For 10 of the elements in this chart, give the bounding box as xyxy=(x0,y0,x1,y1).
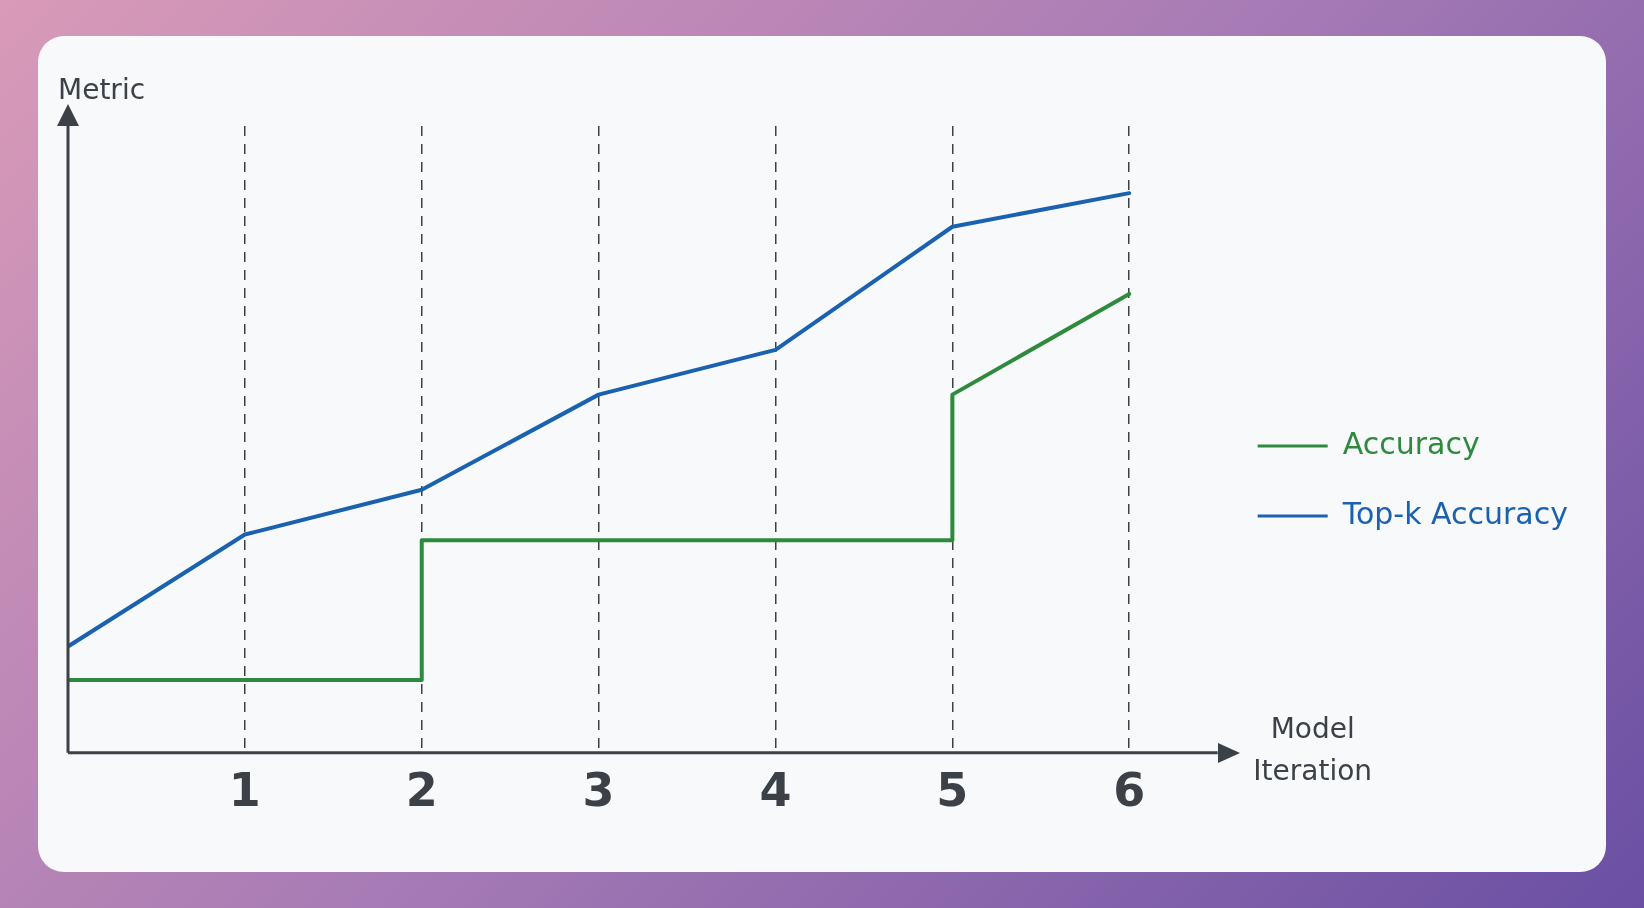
legend-label: Accuracy xyxy=(1342,425,1480,461)
x-tick-label: 1 xyxy=(228,763,261,818)
x-tick-label: 3 xyxy=(582,763,615,818)
x-tick-label: 6 xyxy=(1113,763,1146,818)
y-axis-title: Metric xyxy=(58,73,146,107)
legend-label: Top-k Accuracy xyxy=(1341,495,1569,531)
x-axis-title: Model Iteration xyxy=(1253,712,1373,788)
x-tick-label: 4 xyxy=(759,763,792,818)
x-tick-label: 2 xyxy=(405,763,438,818)
x-tick-label: 5 xyxy=(936,763,969,818)
